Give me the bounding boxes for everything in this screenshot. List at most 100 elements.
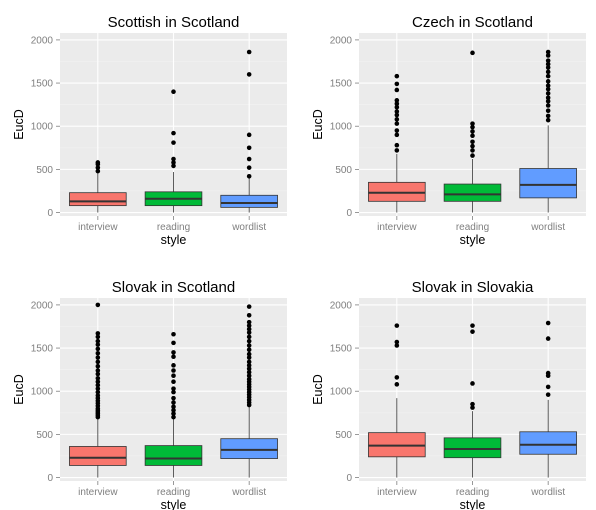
outlier-point [171, 130, 176, 136]
box-body [144, 445, 203, 466]
outlier-point [171, 373, 176, 378]
outlier-point [545, 95, 551, 101]
outlier-point [470, 139, 475, 145]
outlier-point [470, 124, 475, 130]
outlier-point [246, 347, 252, 353]
outlier-point [394, 339, 400, 345]
outlier-point [246, 343, 252, 348]
panel-title: Slovak in Scotland [112, 279, 235, 296]
y-tick-label: 500 [335, 430, 352, 441]
outlier-point [470, 121, 475, 126]
box-wordlist [220, 49, 278, 213]
outlier-point [246, 319, 252, 325]
box-reading [443, 50, 502, 213]
y-tick-label: 2000 [31, 300, 54, 311]
outlier-point [171, 354, 176, 359]
x-axis-title: style [161, 498, 187, 510]
outlier-point [95, 371, 101, 377]
outlier-point [394, 375, 400, 380]
outlier-point [95, 375, 101, 381]
outlier-point [95, 368, 101, 373]
y-tick-label: 0 [346, 473, 352, 484]
box-reading [144, 89, 203, 213]
outlier-point [95, 359, 101, 365]
outlier-point [95, 338, 101, 344]
panel-title: Slovak in Slovakia [412, 279, 534, 296]
outlier-point [246, 363, 252, 368]
x-tick-label: wordlist [530, 487, 565, 498]
y-axis-title: EucD [311, 374, 325, 405]
outlier-point [545, 103, 551, 108]
outlier-point [246, 304, 252, 309]
outlier-point [246, 49, 252, 55]
box-body [519, 168, 577, 199]
outlier-point [246, 351, 252, 357]
outlier-point [246, 326, 252, 332]
outlier-point [394, 132, 400, 138]
box-interview [368, 73, 426, 213]
outlier-point [246, 359, 252, 365]
outlier-point [470, 50, 475, 56]
outlier-point [470, 329, 475, 334]
y-axis-title: EucD [311, 109, 325, 140]
outlier-point [246, 145, 252, 151]
panel-title: Scottish in Scotland [108, 14, 240, 31]
y-tick-label: 1500 [31, 344, 54, 355]
outlier-point [95, 386, 101, 391]
outlier-point [470, 148, 475, 153]
outlier-point [246, 376, 252, 382]
outlier-point [470, 405, 475, 410]
outlier-point [545, 53, 551, 58]
panel-1: 0 500 1000 1500 2000 interview reading wordlist… [12, 14, 287, 247]
y-tick-label: 1500 [31, 79, 54, 90]
y-tick-label: 500 [335, 165, 352, 176]
outlier-point [95, 346, 101, 352]
y-tick-label: 2000 [330, 300, 353, 311]
x-tick-label: interview [377, 487, 417, 498]
x-axis-title: style [460, 498, 486, 510]
x-axis-title: style [161, 233, 187, 247]
outlier-point [470, 153, 475, 158]
x-tick-label: reading [456, 222, 489, 233]
outlier-point [95, 393, 101, 398]
y-tick-label: 500 [36, 430, 53, 441]
outlier-point [171, 89, 176, 94]
box-reading [144, 331, 203, 478]
y-tick-label: 2000 [330, 35, 353, 46]
outlier-point [246, 366, 252, 372]
outlier-point [95, 342, 101, 347]
outlier-point [394, 142, 400, 148]
outlier-point [246, 312, 252, 318]
y-tick-label: 2000 [31, 35, 54, 46]
outlier-point [171, 414, 176, 420]
outlier-point [545, 49, 551, 55]
y-tick-label: 1000 [330, 387, 353, 398]
y-tick-label: 0 [346, 208, 352, 219]
x-tick-label: interview [78, 222, 118, 233]
outlier-point [470, 143, 475, 149]
outlier-point [171, 407, 176, 413]
outlier-point [171, 368, 176, 373]
outlier-point [545, 392, 551, 397]
outlier-point [246, 323, 252, 328]
box-body [220, 438, 278, 459]
outlier-point [545, 83, 551, 88]
outlier-point [246, 330, 252, 335]
outlier-point [470, 401, 475, 407]
outlier-point [470, 323, 475, 328]
outlier-point [394, 101, 400, 107]
outlier-point [545, 61, 551, 67]
outlier-point [246, 156, 252, 162]
outlier-point [394, 73, 400, 79]
box-body [69, 446, 127, 466]
outlier-point [171, 331, 176, 337]
outlier-point [246, 369, 252, 375]
outlier-point [545, 108, 551, 113]
outlier-point [394, 109, 400, 114]
x-tick-label: wordlist [231, 487, 266, 498]
outlier-point [171, 156, 176, 162]
box-interview [368, 323, 426, 478]
y-tick-label: 0 [47, 473, 53, 484]
outlier-point [95, 382, 101, 388]
y-tick-label: 1500 [330, 79, 353, 90]
